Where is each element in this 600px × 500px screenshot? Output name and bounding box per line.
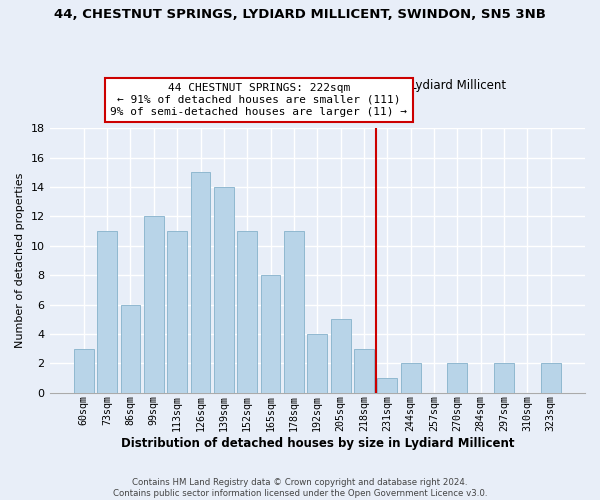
- Bar: [307, 334, 327, 392]
- Bar: [167, 231, 187, 392]
- X-axis label: Distribution of detached houses by size in Lydiard Millicent: Distribution of detached houses by size …: [121, 437, 514, 450]
- Text: 44, CHESTNUT SPRINGS, LYDIARD MILLICENT, SWINDON, SN5 3NB: 44, CHESTNUT SPRINGS, LYDIARD MILLICENT,…: [54, 8, 546, 20]
- Text: 44 CHESTNUT SPRINGS: 222sqm
← 91% of detached houses are smaller (111)
9% of sem: 44 CHESTNUT SPRINGS: 222sqm ← 91% of det…: [110, 84, 407, 116]
- Bar: [74, 348, 94, 393]
- Bar: [191, 172, 211, 392]
- Title: Size of property relative to detached houses in Lydiard Millicent: Size of property relative to detached ho…: [129, 80, 506, 92]
- Bar: [401, 364, 421, 392]
- Bar: [284, 231, 304, 392]
- Bar: [238, 231, 257, 392]
- Text: Contains HM Land Registry data © Crown copyright and database right 2024.
Contai: Contains HM Land Registry data © Crown c…: [113, 478, 487, 498]
- Bar: [377, 378, 397, 392]
- Bar: [448, 364, 467, 392]
- Bar: [144, 216, 164, 392]
- Y-axis label: Number of detached properties: Number of detached properties: [15, 173, 25, 348]
- Bar: [331, 319, 350, 392]
- Bar: [97, 231, 117, 392]
- Bar: [121, 304, 140, 392]
- Bar: [354, 348, 374, 393]
- Bar: [494, 364, 514, 392]
- Bar: [541, 364, 560, 392]
- Bar: [260, 275, 280, 392]
- Bar: [214, 187, 234, 392]
